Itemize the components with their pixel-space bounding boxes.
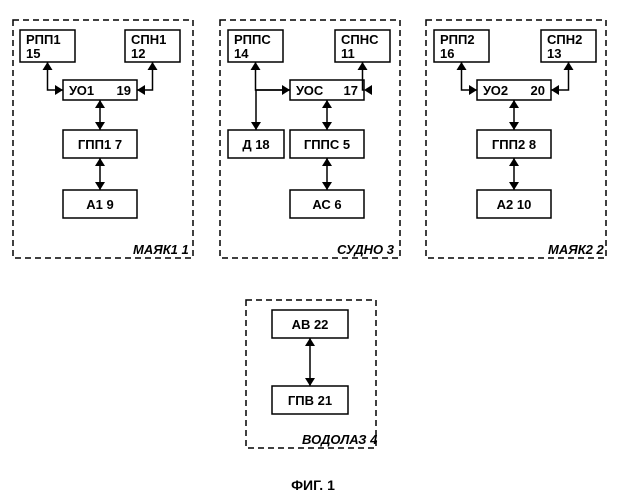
block-diagram: РПП115 СПН112 УО1 19 ГПП1 7 А1 9 МАЯК1 1 РППС14… (0, 0, 626, 500)
rpp2-name: РПП2 (440, 32, 475, 47)
uo1-name: УО1 (69, 83, 94, 98)
gpps-label: ГППС 5 (304, 137, 350, 152)
uos-num: 17 (344, 83, 358, 98)
rpp1-num: 15 (26, 46, 40, 61)
a2-label: А2 10 (497, 197, 532, 212)
gpp1-label: ГПП1 7 (78, 137, 122, 152)
d-label: Д 18 (242, 137, 269, 152)
as-label: АС 6 (312, 197, 341, 212)
spn2-name: СПН2 (547, 32, 582, 47)
spns-name: СПНС (341, 32, 379, 47)
rpp2-num: 16 (440, 46, 454, 61)
sudno-label: СУДНО 3 (337, 242, 395, 257)
spn1-num: 12 (131, 46, 145, 61)
figure-caption: ФИГ. 1 (291, 477, 335, 493)
vodolaz-label: ВОДОЛАЗ 4 (302, 432, 378, 447)
rpp1-name: РПП1 (26, 32, 61, 47)
gpv-label: ГПВ 21 (288, 393, 332, 408)
uo1-num: 19 (117, 83, 131, 98)
uo2-name: УО2 (483, 83, 508, 98)
uos-name: УОС (296, 83, 324, 98)
gpp2-label: ГПП2 8 (492, 137, 536, 152)
spn1-name: СПН1 (131, 32, 166, 47)
spns-num: 11 (341, 46, 355, 61)
a1-label: А1 9 (86, 197, 113, 212)
rpps-num: 14 (234, 46, 249, 61)
mayak2-label: МАЯК2 2 (548, 242, 605, 257)
spn2-num: 13 (547, 46, 561, 61)
uo2-num: 20 (531, 83, 545, 98)
mayak1-label: МАЯК1 1 (133, 242, 189, 257)
rpps-name: РППС (234, 32, 271, 47)
av-label: АВ 22 (292, 317, 329, 332)
